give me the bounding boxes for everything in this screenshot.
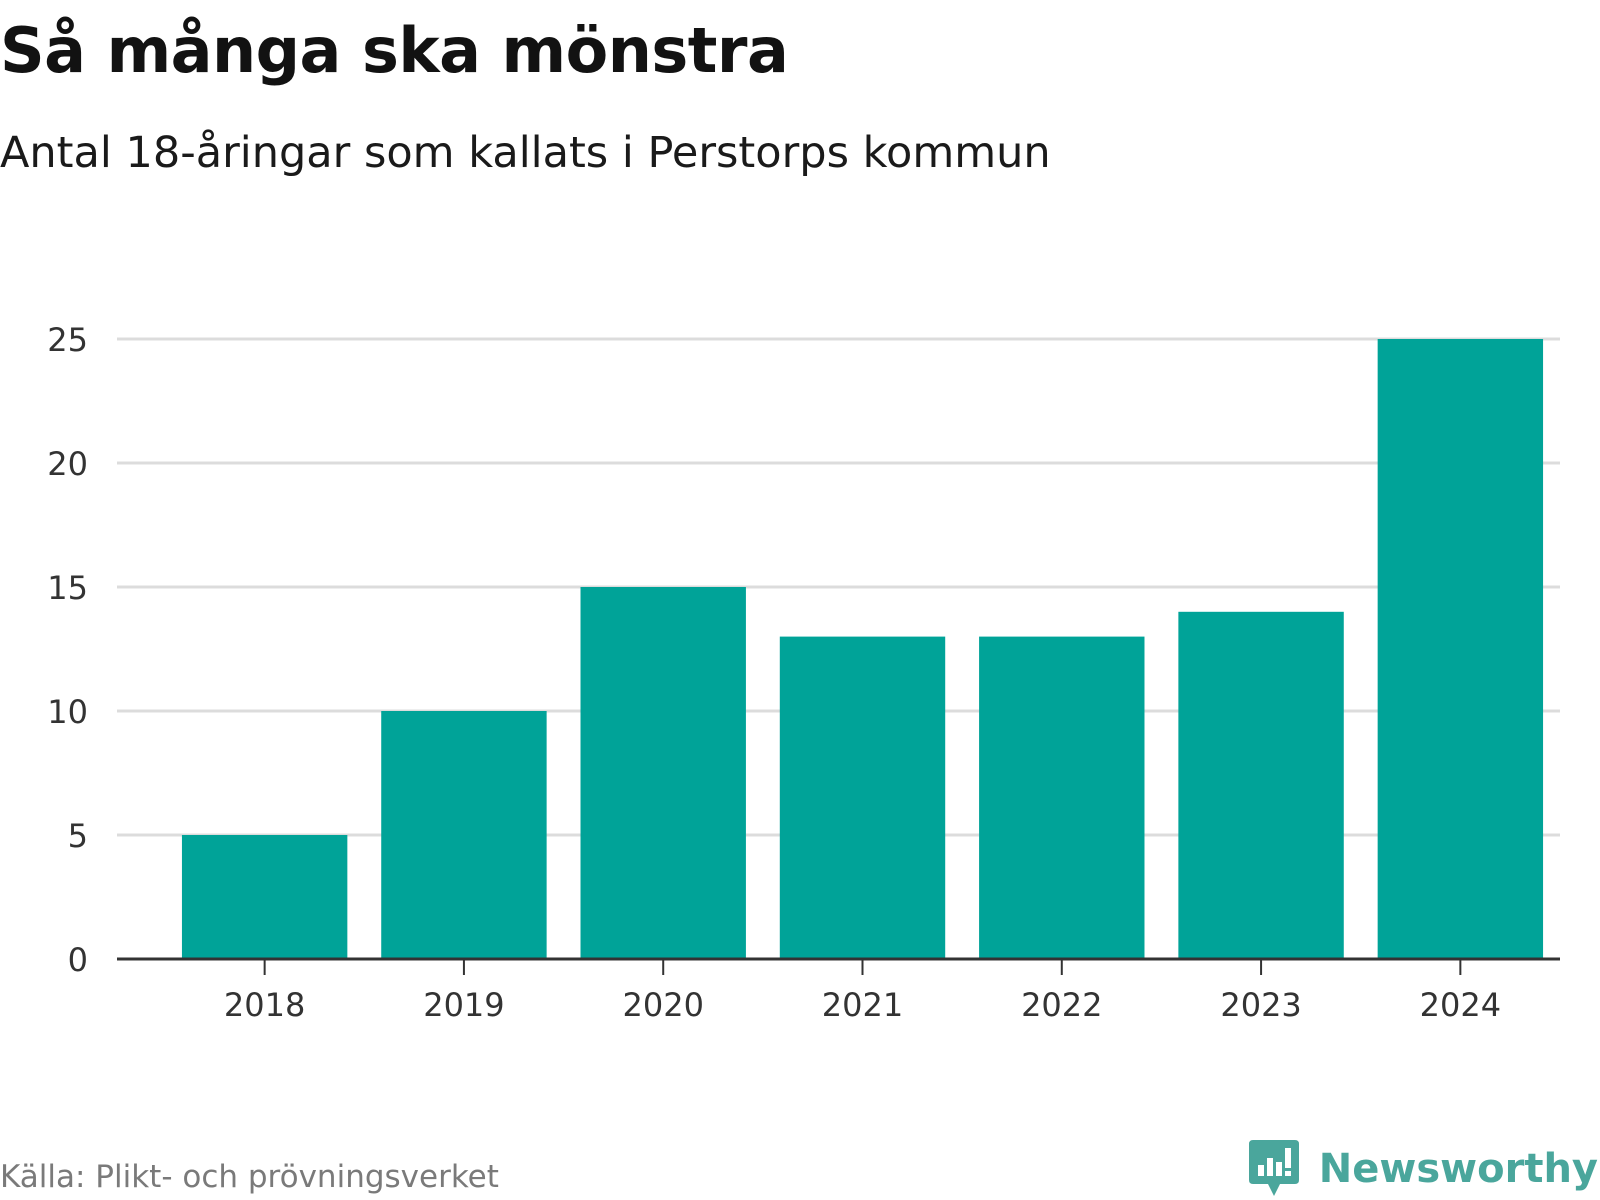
x-tick-label: 2023 (1220, 986, 1301, 1024)
x-tick-label: 2018 (224, 986, 305, 1024)
y-tick-label: 20 (47, 445, 88, 483)
x-tick-label: 2019 (423, 986, 504, 1024)
y-tick-label: 25 (47, 321, 88, 359)
bar-2020 (580, 587, 746, 959)
bars (181, 339, 1544, 959)
bar-2019 (381, 711, 547, 959)
y-tick-label: 5 (68, 817, 88, 855)
y-tick-label: 15 (47, 569, 88, 607)
x-tick-label: 2020 (622, 986, 703, 1024)
x-tick-label: 2022 (1021, 986, 1102, 1024)
chart-title: Så många ska mönstra (0, 14, 789, 87)
x-tick-label: 2021 (822, 986, 903, 1024)
newsworthy-logo-icon (1248, 1140, 1299, 1196)
source-note: Källa: Plikt- och prövningsverket (0, 1159, 499, 1195)
x-tick-label: 2024 (1420, 986, 1501, 1024)
brand-logo: Newsworthy (1248, 1140, 1598, 1198)
chart-subtitle: Antal 18-åringar som kallats i Perstorps… (0, 128, 1051, 178)
bar-2021 (779, 636, 946, 959)
bar-2018 (181, 835, 348, 959)
y-tick-label: 10 (47, 693, 88, 731)
bar-2023 (1178, 611, 1344, 959)
bar-chart: 0 5 10 15 20 25 2018 2019 2020 2021 2022 2023 2024 (47, 321, 1560, 1024)
y-tick-label: 0 (68, 941, 88, 979)
brand-name: Newsworthy (1318, 1146, 1598, 1192)
bar-2024 (1377, 339, 1544, 959)
tick-labels: 0 5 10 15 20 25 2018 2019 2020 2021 2022 2023 2024 (47, 321, 1501, 1024)
axes (117, 957, 1560, 975)
bar-2022 (979, 636, 1145, 959)
